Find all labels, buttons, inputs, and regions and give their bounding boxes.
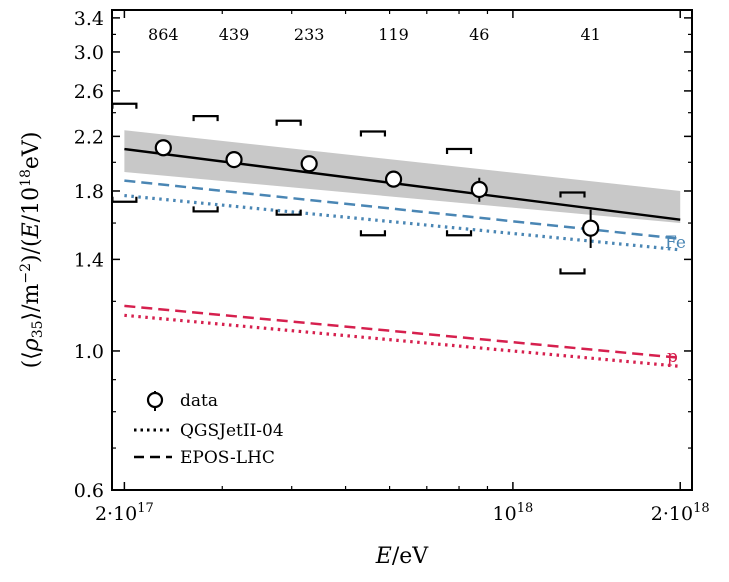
sys-upper-bracket-1 xyxy=(192,115,219,122)
data-point-1 xyxy=(225,151,243,169)
data-point-4 xyxy=(470,180,488,199)
y-tick-label-2: 1.4 xyxy=(74,249,104,271)
legend-epos-label: EPOS-LHC xyxy=(180,448,275,468)
y-axis-title: (⟨ρ35⟩/m−2)/(E/1018eV) xyxy=(18,132,46,369)
x-axis-title: E/eV xyxy=(375,544,429,569)
y-tick-label-0: 0.6 xyxy=(74,480,104,502)
event-count-2: 233 xyxy=(294,25,325,44)
sys-lower-bracket-2 xyxy=(275,209,302,216)
legend-qgsjet-label: QGSJetII-04 xyxy=(180,421,284,441)
fit-uncertainty-band-layer xyxy=(124,130,681,224)
sys-upper-bracket-3 xyxy=(359,130,387,137)
data-point-2 xyxy=(300,155,318,173)
x-tick-label-2: 2·1018 xyxy=(651,501,710,525)
event-count-4: 46 xyxy=(469,25,489,44)
fit-line xyxy=(124,147,681,221)
legend: data QGSJetII-04 EPOS-LHC xyxy=(134,391,284,468)
y-tick-label-7: 3.4 xyxy=(74,8,104,30)
systematic-brackets-layer xyxy=(111,102,586,275)
plot-frame xyxy=(111,9,693,491)
legend-data-marker xyxy=(146,391,164,409)
event-count-3: 119 xyxy=(378,25,409,44)
x-tick-label-0: 2·1017 xyxy=(95,501,154,525)
y-tick-label-5: 2.6 xyxy=(74,81,104,103)
x-tick-labels: 2·1017 1018 2·1018 xyxy=(95,501,710,525)
fe-qgsjet-line xyxy=(124,193,681,252)
y-tick-label-4: 2.2 xyxy=(74,126,104,148)
sys-upper-bracket-2 xyxy=(275,119,302,126)
sys-upper-bracket-4 xyxy=(445,147,473,155)
event-counts-layer: 864 439 233 119 46 41 xyxy=(148,25,601,44)
fit-uncertainty-band xyxy=(124,130,681,224)
fe-model-label: Fe xyxy=(665,233,686,253)
axis-ticks-layer xyxy=(112,10,692,491)
event-count-0: 864 xyxy=(148,25,179,44)
y-tick-label-3: 1.8 xyxy=(74,181,104,203)
event-count-1: 439 xyxy=(219,25,250,44)
p-qgsjet-line xyxy=(124,313,681,368)
data-points-layer xyxy=(154,139,600,248)
sys-lower-bracket-3 xyxy=(359,230,387,237)
y-tick-label-6: 3.0 xyxy=(74,42,104,64)
data-point-3 xyxy=(384,170,403,188)
legend-data-label: data xyxy=(180,391,218,411)
y-tick-label-1: 1.0 xyxy=(74,341,104,363)
p-epos-line xyxy=(124,304,681,360)
event-count-5: 41 xyxy=(580,25,600,44)
y-tick-labels: 0.6 1.0 1.4 1.8 2.2 2.6 3.0 3.4 xyxy=(74,8,104,502)
data-point-5 xyxy=(582,219,600,237)
sys-lower-bracket-5 xyxy=(559,268,586,275)
data-point-0 xyxy=(154,139,172,157)
p-model-label: p xyxy=(667,347,678,367)
sys-upper-bracket-5 xyxy=(559,191,586,198)
sys-lower-bracket-4 xyxy=(445,230,473,237)
x-tick-label-1: 1018 xyxy=(493,501,534,525)
sys-lower-bracket-1 xyxy=(192,206,219,213)
fit-line-layer xyxy=(124,147,681,221)
